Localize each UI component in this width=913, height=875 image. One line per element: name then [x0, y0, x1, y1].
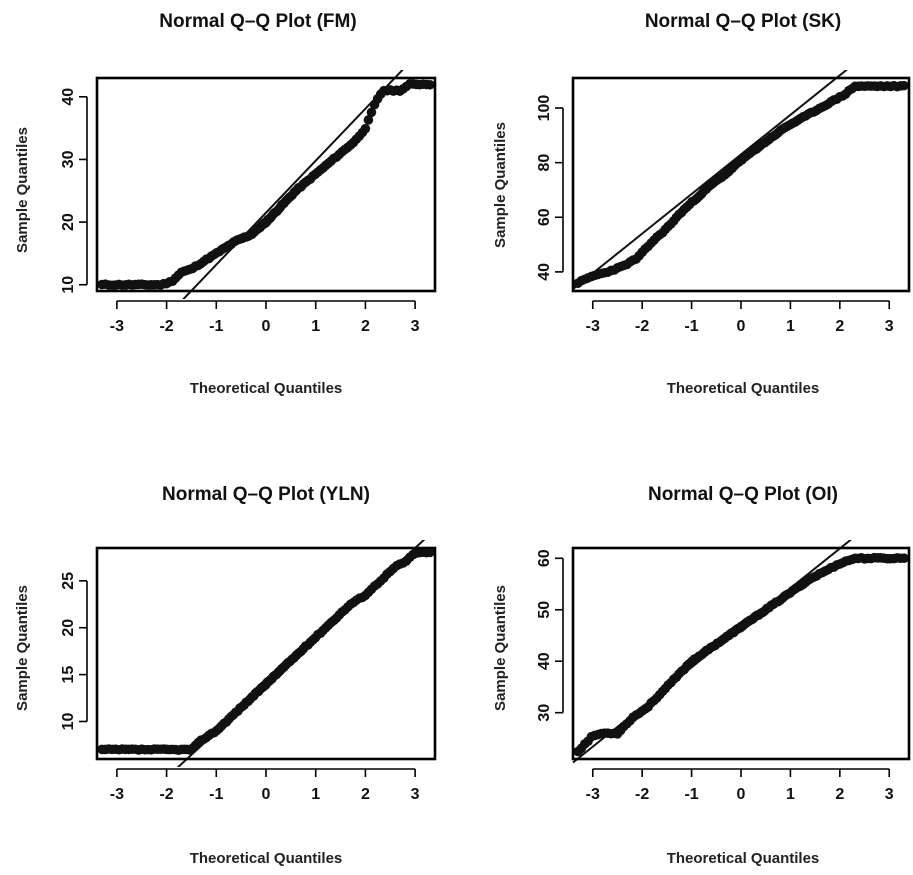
plot-marks: -3 -2 -1 0 1 2 3 10 20 30 40 [60, 70, 435, 335]
y-tick-label: 25 [60, 572, 77, 590]
x-tick-label: 0 [262, 318, 271, 335]
y-tick-label: 60 [536, 208, 553, 226]
y-tick-label: 40 [536, 652, 553, 670]
y-axis-label: Sample Quantiles [492, 122, 509, 248]
y-tick-label: 15 [60, 666, 77, 684]
x-tick-label: 0 [737, 318, 746, 335]
plot-frame [571, 76, 911, 293]
y-axis-label: Sample Quantiles [14, 127, 31, 253]
y-tick-label: 20 [60, 619, 77, 637]
plot-marks: -3 -2 -1 0 1 2 3 10 15 20 25 [60, 540, 435, 803]
data-point [360, 123, 371, 134]
qq-reference-line [182, 70, 404, 299]
x-axis-label: Theoretical Quantiles [190, 850, 343, 867]
qq-panel-sk: Normal Q–Q Plot (SK) Sample Quantiles Th… [492, 11, 911, 397]
plot-frame [571, 546, 911, 761]
x-axis-label: Theoretical Quantiles [190, 380, 343, 397]
x-tick-label: -3 [110, 318, 124, 335]
plot-frame [95, 546, 437, 761]
x-tick-label: 1 [786, 318, 795, 335]
data-point [899, 80, 909, 91]
y-tick-label: 100 [536, 95, 553, 122]
panel-title: Normal Q–Q Plot (FM) [159, 11, 356, 32]
y-tick-label: 30 [60, 150, 77, 168]
y-axis-label: Sample Quantiles [492, 585, 509, 711]
y-tick-label: 30 [536, 704, 553, 722]
plot-marks: -3 -2 -1 0 1 2 3 30 40 50 60 [536, 540, 909, 803]
x-tick-label: 2 [835, 318, 844, 335]
x-tick-label: -2 [635, 786, 649, 803]
x-tick-label: 2 [361, 786, 370, 803]
data-points [573, 80, 909, 289]
data-points [573, 552, 909, 757]
qq-reference-line [572, 540, 853, 764]
x-tick-label: 3 [411, 786, 420, 803]
x-tick-label: 2 [835, 786, 844, 803]
y-tick-label: 60 [536, 549, 553, 567]
x-tick-label: 2 [361, 318, 370, 335]
x-tick-label: -3 [586, 318, 600, 335]
y-tick-label: 10 [60, 712, 77, 730]
y-axis-label: Sample Quantiles [14, 585, 31, 711]
x-tick-label: 3 [885, 786, 894, 803]
data-points [97, 547, 435, 756]
x-axis-label: Theoretical Quantiles [667, 380, 820, 397]
x-tick-label: 3 [411, 318, 420, 335]
x-tick-label: -1 [209, 786, 223, 803]
data-point [366, 107, 377, 118]
x-tick-label: -3 [586, 786, 600, 803]
data-point [899, 553, 909, 563]
y-tick-label: 40 [60, 88, 77, 106]
x-tick-label: 1 [311, 318, 320, 335]
plot-frame [95, 76, 437, 293]
x-tick-label: -2 [159, 786, 173, 803]
data-point [425, 79, 435, 90]
x-tick-label: -3 [110, 786, 124, 803]
plot-marks: -3 -2 -1 0 1 2 3 40 60 80 100 [536, 70, 909, 335]
qq-panel-yln: Normal Q–Q Plot (YLN) Sample Quantiles T… [14, 484, 437, 867]
x-axis-label: Theoretical Quantiles [667, 850, 820, 867]
qq-panel-oi: Normal Q–Q Plot (OI) Sample Quantiles Th… [492, 484, 911, 867]
x-tick-label: -2 [635, 318, 649, 335]
panel-title: Normal Q–Q Plot (OI) [648, 484, 838, 505]
y-tick-label: 80 [536, 154, 553, 172]
x-tick-label: -1 [684, 786, 698, 803]
x-tick-label: 0 [737, 786, 746, 803]
x-tick-label: 1 [786, 786, 795, 803]
x-tick-label: -2 [159, 318, 173, 335]
x-tick-label: 3 [885, 318, 894, 335]
panel-title: Normal Q–Q Plot (SK) [645, 11, 841, 32]
panel-title: Normal Q–Q Plot (YLN) [162, 484, 370, 505]
y-tick-label: 50 [536, 601, 553, 619]
x-tick-label: -1 [684, 318, 698, 335]
data-point [425, 547, 435, 558]
x-tick-label: 1 [311, 786, 320, 803]
data-points [97, 79, 435, 291]
x-tick-label: 0 [262, 786, 271, 803]
qq-reference-line [176, 540, 426, 767]
qq-reference-line [572, 70, 848, 290]
data-point [363, 115, 374, 125]
y-tick-label: 10 [60, 276, 77, 294]
x-tick-label: -1 [209, 318, 223, 335]
qq-panel-fm: Normal Q–Q Plot (FM) Sample Quantiles Th… [14, 11, 437, 397]
y-tick-label: 40 [536, 263, 553, 281]
y-tick-label: 20 [60, 213, 77, 231]
